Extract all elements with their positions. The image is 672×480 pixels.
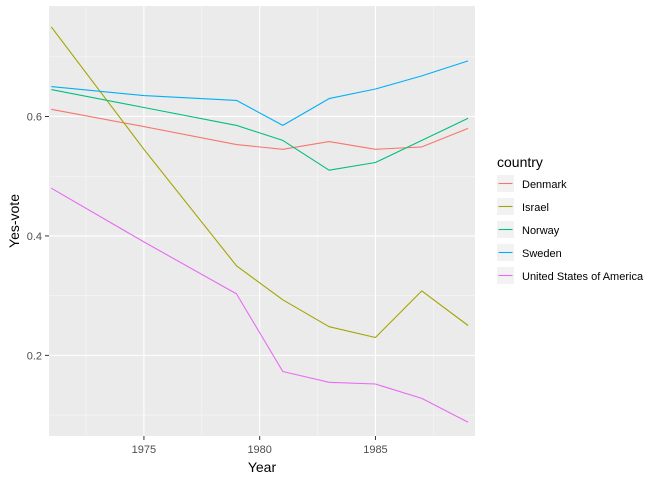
y-axis-ticks: 0.2 0.4 0.6 xyxy=(27,111,49,362)
y-tick-label: 0.2 xyxy=(27,350,42,362)
y-axis-title: Yes-vote xyxy=(6,194,22,248)
series-line-united-states-of-america xyxy=(51,187,469,423)
x-axis-title: Year xyxy=(248,459,277,475)
legend-label: Norway xyxy=(522,225,560,237)
x-tick-label: 1980 xyxy=(247,444,271,456)
series-line-denmark xyxy=(51,108,469,150)
y-tick-label: 0.6 xyxy=(27,111,42,123)
legend: country Denmark Israel Norway Sweden United … xyxy=(497,154,644,284)
plot-panel xyxy=(49,6,475,436)
legend-label: Denmark xyxy=(522,179,567,191)
series-line-israel xyxy=(50,26,469,339)
series-line-sweden xyxy=(51,60,469,126)
y-tick-label: 0.4 xyxy=(27,231,42,243)
legend-title: country xyxy=(497,154,543,170)
legend-label: Israel xyxy=(522,202,549,214)
x-tick-label: 1975 xyxy=(132,444,156,456)
x-axis-ticks: 1975 1980 1985 xyxy=(132,436,388,456)
series-line-norway xyxy=(51,89,469,171)
series-lines xyxy=(50,26,469,423)
legend-label: United States of America xyxy=(522,271,644,283)
legend-label: Sweden xyxy=(522,248,562,260)
x-tick-label: 1985 xyxy=(363,444,387,456)
grid-lines xyxy=(49,6,475,436)
